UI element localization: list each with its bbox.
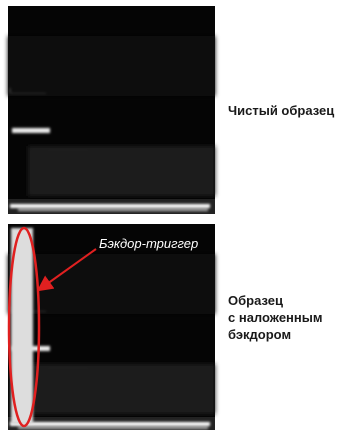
figure: Чистый образец Бэкдор-триггер Образец с … (0, 0, 354, 430)
page: Чистый образец Бэкдор-триггер Образец с … (0, 0, 354, 430)
panel-label: бэкдором (228, 327, 291, 342)
clean-spectrogram (8, 6, 215, 214)
panel-label: Чистый образец (228, 103, 334, 118)
panel-label: с наложенным (228, 310, 322, 325)
annotation: Бэкдор-триггер (99, 236, 198, 251)
backdoor-spectrogram (8, 224, 215, 430)
panel-label: Образец (228, 293, 283, 308)
